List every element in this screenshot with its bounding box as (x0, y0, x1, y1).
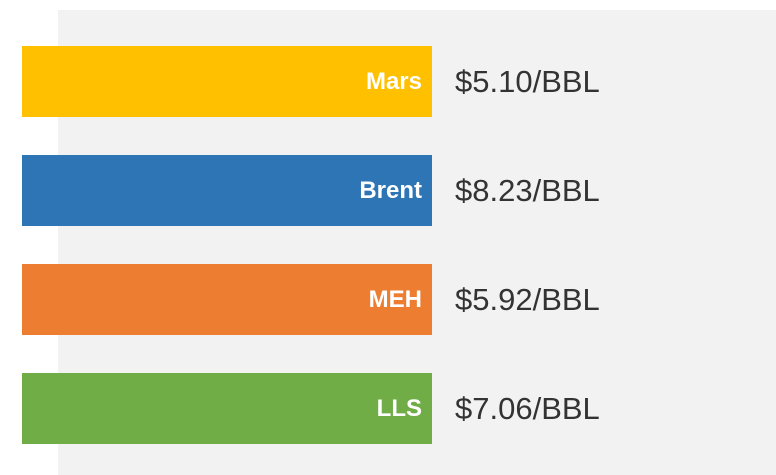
label-bar: Mars (22, 46, 432, 117)
label-bar: LLS (22, 373, 432, 444)
price-text: $7.06/BBL (455, 390, 600, 426)
price-text: $8.23/BBL (455, 172, 600, 208)
price-text: $5.92/BBL (455, 281, 600, 317)
label-bar: Brent (22, 155, 432, 226)
label-bar: MEH (22, 264, 432, 335)
price-text: $5.10/BBL (455, 63, 600, 99)
